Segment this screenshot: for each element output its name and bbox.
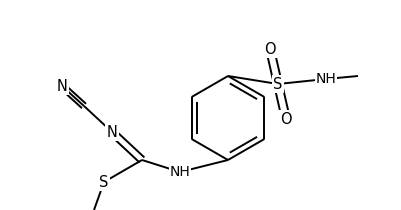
Text: N: N	[57, 79, 67, 93]
Text: O: O	[264, 42, 276, 56]
Text: NH: NH	[316, 72, 336, 86]
Text: S: S	[99, 175, 109, 189]
Text: S: S	[273, 76, 283, 92]
Text: NH: NH	[170, 165, 190, 179]
Text: O: O	[280, 112, 292, 126]
Text: N: N	[107, 125, 117, 139]
